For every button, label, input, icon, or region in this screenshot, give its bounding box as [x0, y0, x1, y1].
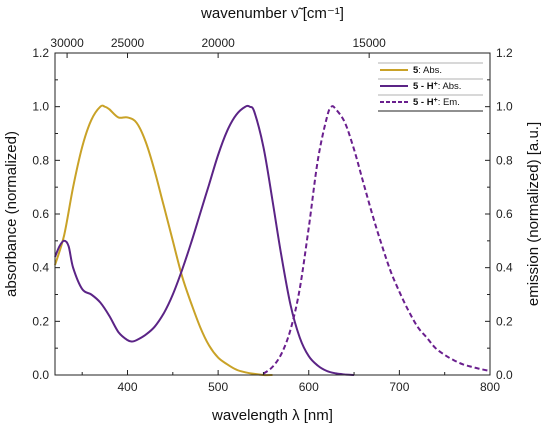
y-tick-label-left: 1.2 [32, 46, 49, 60]
y-tick-label-right: 1.2 [496, 46, 513, 60]
top-x-axis-title: wavenumber ν̃ [cm⁻¹] [200, 5, 344, 22]
series-line-1 [54, 104, 355, 376]
y-tick-label-left: 0.6 [32, 207, 49, 221]
x-tick-label: 600 [299, 380, 319, 394]
y-tick-label-right: 0.8 [496, 153, 513, 167]
series-line-0 [54, 104, 273, 377]
y-tick-label-right: 0.6 [496, 207, 513, 221]
right-y-axis-title: emission (normalized) [a.u.] [525, 122, 542, 306]
x-tick-label: 500 [208, 380, 228, 394]
x-tick-label: 800 [480, 380, 500, 394]
top-tick-label: 20000 [201, 36, 235, 50]
y-tick-label-left: 0.4 [32, 261, 49, 275]
y-tick-label-left: 0.0 [32, 368, 49, 382]
left-y-axis-title: absorbance (normalized) [3, 131, 20, 297]
y-tick-label-left: 1.0 [32, 100, 49, 114]
y-tick-label-right: 0.0 [496, 368, 513, 382]
y-tick-label-right: 0.4 [496, 261, 513, 275]
y-tick-label-right: 1.0 [496, 100, 513, 114]
series-line-2 [262, 105, 491, 375]
y-tick-label-left: 0.2 [32, 314, 49, 328]
x-tick-label: 400 [117, 380, 137, 394]
y-tick-label-left: 0.8 [32, 153, 49, 167]
legend-label-2: 5 - H+: Em. [413, 97, 460, 109]
legend-label-1: 5 - H+: Abs. [413, 81, 461, 93]
top-tick-label: 30000 [50, 36, 84, 50]
x-axis-title: wavelength λ [nm] [211, 407, 333, 424]
top-tick-label: 25000 [111, 36, 145, 50]
x-tick-label: 700 [389, 380, 409, 394]
legend-label-0: 5: Abs. [413, 65, 442, 76]
top-tick-label: 15000 [352, 36, 386, 50]
legend: 5: Abs. 5 - H+: Abs. 5 - H+: Em. [378, 62, 483, 112]
y-tick-label-right: 0.2 [496, 314, 513, 328]
series-layer [54, 104, 491, 377]
